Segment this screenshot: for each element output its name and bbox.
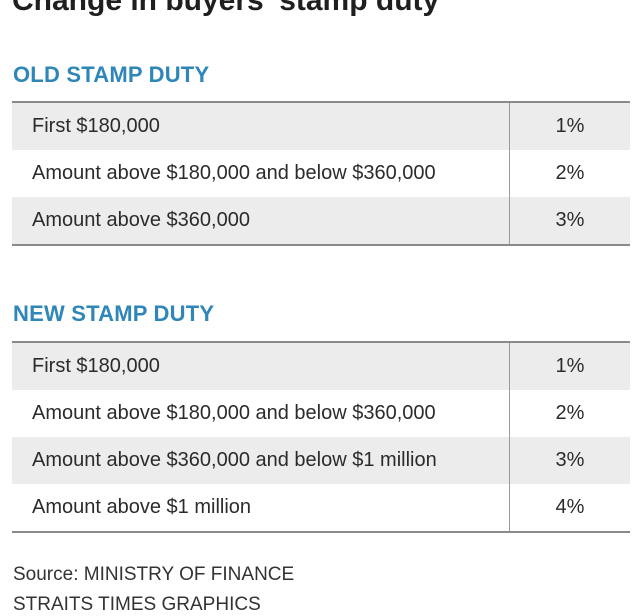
graphics-credit: STRAITS TIMES GRAPHICS [13, 594, 261, 615]
tier-rate: 1% [509, 343, 630, 390]
tier-rate: 1% [509, 103, 630, 150]
tier-rate: 2% [509, 390, 630, 437]
tier-rate: 3% [509, 437, 630, 484]
table-row: Amount above $1 million 4% [12, 484, 630, 531]
old-stamp-duty-table: First $180,000 1% Amount above $180,000 … [12, 101, 630, 246]
tier-description: Amount above $180,000 and below $360,000 [32, 162, 436, 184]
tier-rate: 3% [509, 197, 630, 244]
table-row: First $180,000 1% [12, 103, 630, 150]
tier-description: Amount above $180,000 and below $360,000 [32, 402, 436, 424]
table-row: Amount above $360,000 and below $1 milli… [12, 437, 630, 484]
tier-description: First $180,000 [32, 115, 160, 137]
table-row: First $180,000 1% [12, 343, 630, 390]
new-stamp-duty-heading: NEW STAMP DUTY [13, 301, 215, 326]
table-row: Amount above $180,000 and below $360,000… [12, 150, 630, 197]
table-row: Amount above $360,000 3% [12, 197, 630, 244]
tier-description: Amount above $360,000 and below $1 milli… [32, 449, 437, 471]
new-stamp-duty-table: First $180,000 1% Amount above $180,000 … [12, 341, 630, 533]
tier-description: First $180,000 [32, 355, 160, 377]
page-title: Change in buyers' stamp duty [12, 0, 440, 17]
tier-description: Amount above $360,000 [32, 209, 250, 231]
table-row: Amount above $180,000 and below $360,000… [12, 390, 630, 437]
source-note: Source: MINISTRY OF FINANCE [13, 564, 295, 585]
old-stamp-duty-heading: OLD STAMP DUTY [13, 62, 210, 87]
tier-rate: 4% [509, 484, 630, 531]
tier-description: Amount above $1 million [32, 496, 252, 518]
tier-rate: 2% [509, 150, 630, 197]
